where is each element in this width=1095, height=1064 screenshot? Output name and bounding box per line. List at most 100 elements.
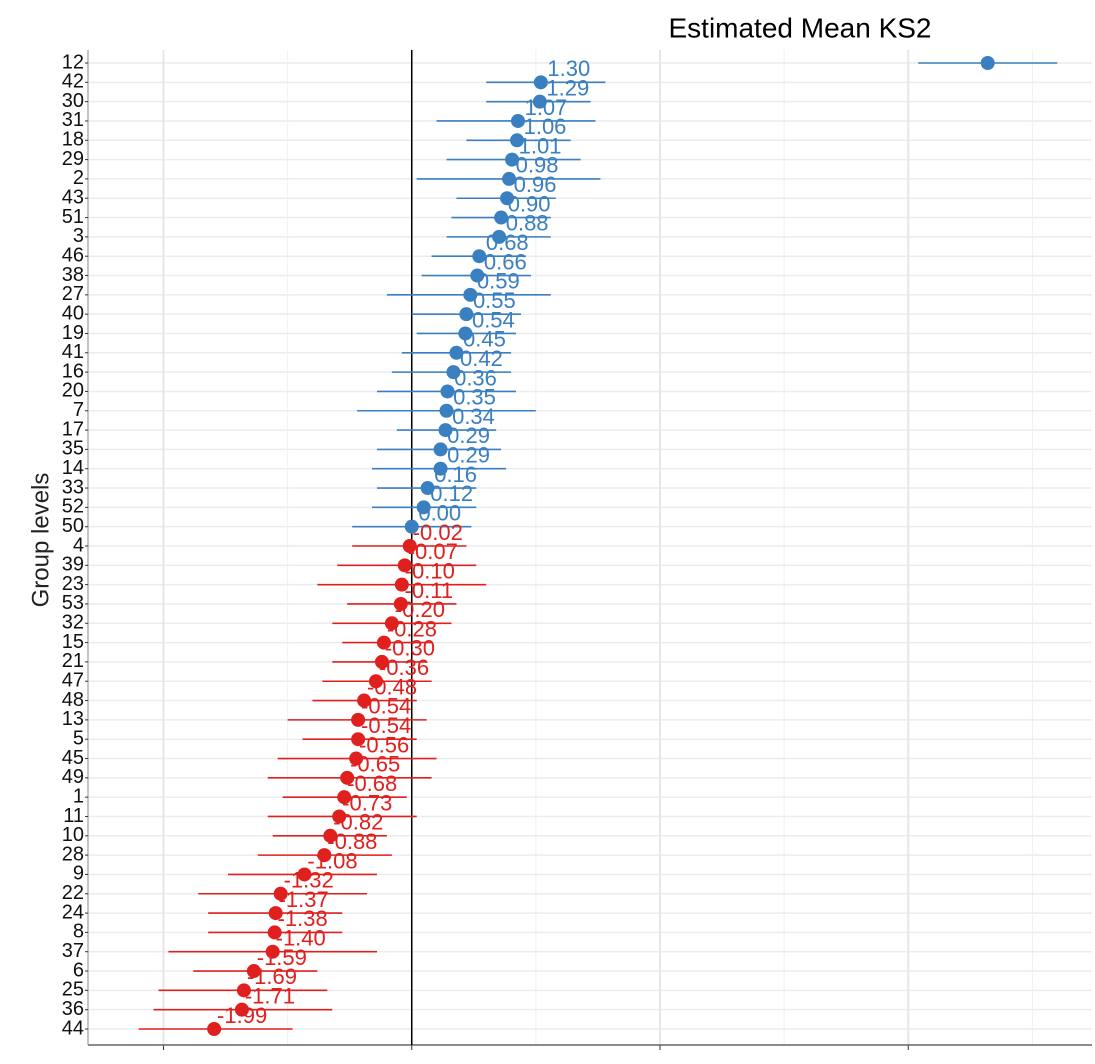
y-tick-label: 30 bbox=[62, 90, 84, 112]
value-label: -0.68 bbox=[347, 771, 397, 796]
value-label: 1.30 bbox=[547, 56, 590, 81]
value-label: -0.65 bbox=[350, 752, 400, 777]
value-label: 0.36 bbox=[454, 365, 497, 390]
point bbox=[433, 461, 448, 476]
point bbox=[394, 577, 409, 592]
value-label: 0.96 bbox=[514, 172, 557, 197]
point bbox=[458, 326, 473, 341]
value-label: -1.32 bbox=[284, 868, 334, 893]
value-label: 0.54 bbox=[472, 307, 515, 332]
point bbox=[420, 481, 435, 496]
point bbox=[463, 287, 478, 302]
value-label: 0.45 bbox=[463, 327, 506, 352]
y-tick-label: 41 bbox=[62, 341, 84, 363]
value-label: -0.36 bbox=[379, 655, 429, 680]
y-tick-label: 48 bbox=[62, 689, 84, 711]
y-tick-label: 17 bbox=[62, 418, 84, 440]
point bbox=[207, 1022, 222, 1036]
chart-title: Estimated Mean KS2 bbox=[668, 12, 931, 43]
y-tick-label: 2 bbox=[73, 167, 84, 189]
y-tick-label: 3 bbox=[73, 225, 84, 247]
y-tick-label: 45 bbox=[62, 747, 84, 769]
value-label: -0.20 bbox=[395, 597, 445, 622]
value-label: -0.28 bbox=[387, 616, 437, 641]
y-tick-label: 33 bbox=[62, 476, 84, 498]
point bbox=[351, 712, 366, 727]
point bbox=[374, 654, 389, 669]
y-tick-label: 9 bbox=[73, 863, 84, 885]
point bbox=[404, 519, 419, 534]
value-label: -1.59 bbox=[257, 945, 307, 970]
value-label: 0.55 bbox=[473, 288, 516, 313]
y-tick-label: 28 bbox=[62, 843, 84, 865]
y-tick-label: 12 bbox=[62, 51, 84, 73]
y-tick-label: 35 bbox=[62, 438, 84, 460]
point bbox=[351, 732, 366, 747]
point bbox=[433, 442, 448, 457]
value-label: -1.38 bbox=[278, 906, 328, 931]
y-tick-label: 52 bbox=[62, 496, 84, 518]
y-tick-label: 46 bbox=[62, 244, 84, 266]
y-tick-label: 31 bbox=[62, 109, 84, 131]
value-label: 1.01 bbox=[519, 133, 562, 158]
point bbox=[449, 345, 464, 360]
y-tick-label: 29 bbox=[62, 148, 84, 170]
point bbox=[268, 906, 283, 921]
value-label: 0.00 bbox=[418, 500, 461, 525]
value-label: 0.35 bbox=[453, 385, 496, 410]
value-label: 0.42 bbox=[460, 346, 503, 371]
point bbox=[492, 229, 507, 244]
value-label: -0.02 bbox=[413, 520, 463, 545]
point bbox=[376, 635, 391, 650]
value-label: 1.06 bbox=[524, 114, 567, 139]
point bbox=[368, 674, 383, 689]
y-tick-label: 8 bbox=[73, 921, 84, 943]
point bbox=[446, 365, 461, 380]
value-label: 0.12 bbox=[430, 481, 473, 506]
point bbox=[317, 848, 332, 863]
value-label: -0.73 bbox=[342, 790, 392, 815]
value-label: -1.37 bbox=[279, 887, 329, 912]
y-tick-label: 44 bbox=[62, 1017, 84, 1039]
point bbox=[459, 307, 474, 322]
point bbox=[273, 886, 288, 901]
y-tick-label: 18 bbox=[62, 129, 84, 151]
y-tick-label: 43 bbox=[62, 187, 84, 209]
value-label: 1.29 bbox=[546, 75, 589, 100]
y-tick-label: 36 bbox=[62, 998, 84, 1020]
y-tick-label: 1 bbox=[73, 785, 84, 807]
point bbox=[340, 770, 355, 785]
point bbox=[267, 925, 282, 940]
value-label: -0.07 bbox=[408, 539, 458, 564]
y-tick-label: 53 bbox=[62, 592, 84, 614]
value-label: 0.16 bbox=[434, 462, 477, 487]
y-tick-label: 16 bbox=[62, 360, 84, 382]
point bbox=[440, 384, 455, 399]
y-tick-label: 14 bbox=[62, 457, 84, 479]
point bbox=[439, 403, 454, 418]
point bbox=[236, 983, 251, 998]
value-label: -1.08 bbox=[307, 848, 357, 873]
point bbox=[494, 210, 509, 225]
y-tick-label: 11 bbox=[63, 805, 84, 827]
y-tick-label: 39 bbox=[62, 554, 84, 576]
y-tick-label: 4 bbox=[73, 534, 84, 556]
point bbox=[234, 1002, 249, 1017]
y-tick-label: 32 bbox=[62, 612, 84, 634]
y-tick-label: 25 bbox=[62, 979, 84, 1001]
value-label: -0.54 bbox=[361, 713, 411, 738]
value-label: -1.71 bbox=[245, 983, 295, 1008]
y-tick-label: 42 bbox=[62, 71, 84, 93]
y-tick-label: 23 bbox=[62, 573, 84, 595]
value-label: -0.11 bbox=[405, 578, 454, 603]
y-tick-label: 49 bbox=[62, 766, 84, 788]
value-label: -0.10 bbox=[405, 558, 455, 583]
point bbox=[511, 113, 526, 128]
value-label: -0.48 bbox=[367, 674, 417, 699]
value-label: 0.59 bbox=[477, 269, 520, 294]
value-label: -0.88 bbox=[327, 829, 377, 854]
value-label: -0.54 bbox=[361, 694, 411, 719]
point bbox=[510, 133, 525, 148]
point bbox=[297, 867, 312, 882]
point bbox=[502, 171, 517, 186]
